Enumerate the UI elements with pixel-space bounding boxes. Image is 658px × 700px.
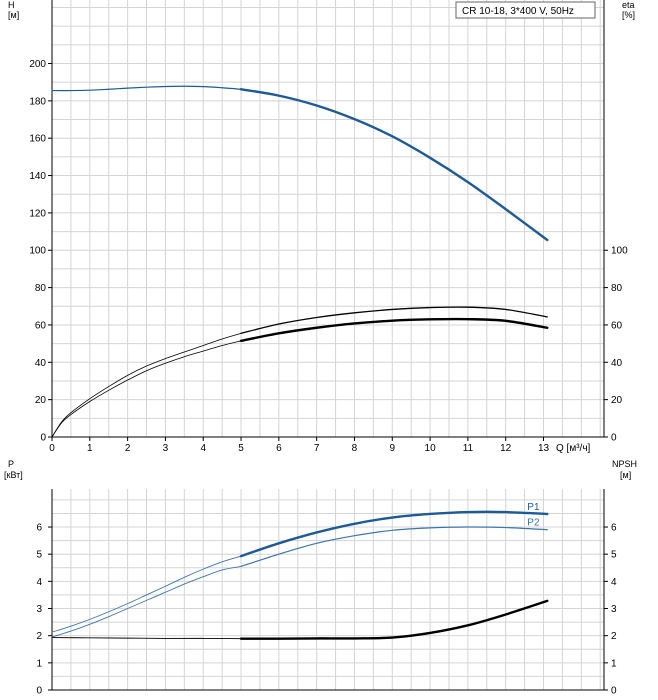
axes-layer bbox=[48, 0, 608, 691]
x-tick-label: 1 bbox=[87, 443, 93, 454]
top-left-tick-label: 140 bbox=[29, 171, 46, 182]
top-right-tick-label: 60 bbox=[611, 320, 623, 331]
bottom-right-tick-label: 0 bbox=[611, 686, 617, 697]
bottom-left-axis-label-1: P bbox=[8, 459, 14, 469]
bottom-right-tick-label: 1 bbox=[611, 658, 617, 669]
x-tick-label: 12 bbox=[500, 443, 512, 454]
bottom-right-tick-label: 2 bbox=[611, 631, 617, 642]
x-tick-label: 6 bbox=[276, 443, 282, 454]
top-right-tick-label: 40 bbox=[611, 358, 623, 369]
top-right-tick-label: 80 bbox=[611, 283, 623, 294]
bottom-left-tick-label: 1 bbox=[36, 658, 42, 669]
bottom-right-axis-label-1: NPSH bbox=[612, 459, 637, 469]
x-tick-label: 13 bbox=[538, 443, 550, 454]
top-right-tick-label: 0 bbox=[611, 433, 617, 444]
top-left-tick-label: 0 bbox=[40, 433, 46, 444]
top-right-axis-label-2: [%] bbox=[622, 10, 635, 20]
bottom-left-tick-label: 4 bbox=[36, 577, 42, 588]
chart-title: CR 10-18, 3*400 V, 50Hz bbox=[462, 6, 574, 17]
top-series-h-thin bbox=[51, 85, 242, 92]
x-tick-label: 11 bbox=[463, 443, 474, 454]
top-series-h bbox=[239, 88, 549, 242]
top-left-tick-label: 180 bbox=[29, 96, 46, 107]
x-tick-label: 7 bbox=[314, 443, 320, 454]
top-right-tick-label: 100 bbox=[611, 246, 628, 257]
top-left-tick-label: 120 bbox=[29, 208, 46, 219]
bottom-label-p1: P1 bbox=[527, 502, 540, 513]
x-tick-label: 9 bbox=[389, 443, 395, 454]
bottom-left-tick-label: 3 bbox=[36, 604, 42, 615]
top-left-axis-label-2: [м] bbox=[8, 10, 19, 20]
top-left-tick-label: 160 bbox=[29, 134, 46, 145]
grid-layer bbox=[51, 0, 604, 691]
x-tick-label: 8 bbox=[352, 443, 358, 454]
x-tick-label: 10 bbox=[425, 443, 437, 454]
top-left-tick-label: 80 bbox=[35, 283, 47, 294]
bottom-right-tick-label: 3 bbox=[611, 604, 617, 615]
bottom-right-axis-label-2: [м] bbox=[620, 470, 631, 480]
top-left-tick-label: 60 bbox=[35, 320, 47, 331]
bottom-series-npsh-thin bbox=[51, 637, 242, 640]
top-left-tick-label: 20 bbox=[35, 395, 47, 406]
top-series-eta-lower-thin bbox=[51, 340, 242, 438]
bottom-right-tick-label: 6 bbox=[611, 523, 617, 534]
bottom-right-tick-label: 5 bbox=[611, 550, 617, 561]
top-left-axis-label-1: H bbox=[8, 0, 15, 10]
top-right-tick-label: 20 bbox=[611, 395, 623, 406]
bottom-left-tick-label: 5 bbox=[36, 550, 42, 561]
series-layer bbox=[51, 85, 549, 640]
top-left-tick-label: 200 bbox=[29, 59, 46, 70]
top-left-tick-label: 100 bbox=[29, 246, 46, 257]
bottom-left-tick-label: 0 bbox=[36, 686, 42, 697]
title-box bbox=[455, 1, 596, 19]
bottom-series-p1-thin bbox=[51, 555, 242, 633]
top-right-axis-label-1: eta bbox=[622, 0, 635, 10]
x-tick-label: 2 bbox=[125, 443, 131, 454]
x-tick-label: 4 bbox=[200, 443, 206, 454]
bottom-right-tick-label: 4 bbox=[611, 577, 617, 588]
bottom-series-p2 bbox=[240, 526, 548, 568]
top-left-tick-label: 40 bbox=[35, 358, 47, 369]
x-tick-label: 5 bbox=[238, 443, 244, 454]
top-series-eta-upper-thin bbox=[51, 332, 242, 438]
bottom-series-p1 bbox=[239, 510, 549, 558]
bottom-label-p2: P2 bbox=[527, 518, 540, 529]
text-layer: CR 10-18, 3*400 V, 50Hz H [м] eta [%] Q … bbox=[4, 0, 637, 697]
x-tick-label: 3 bbox=[163, 443, 169, 454]
bottom-left-tick-label: 6 bbox=[36, 523, 42, 534]
bottom-series-npsh bbox=[239, 599, 549, 640]
bottom-series-p2-thin bbox=[51, 565, 242, 638]
x-tick-label: 0 bbox=[49, 443, 55, 454]
bottom-left-tick-label: 2 bbox=[36, 631, 42, 642]
x-axis-unit-label: Q [м³/ч] bbox=[556, 443, 591, 454]
top-series-eta-lower bbox=[239, 317, 549, 343]
top-series-eta-upper bbox=[240, 306, 548, 334]
bottom-left-axis-label-2: [кВт] bbox=[4, 470, 23, 480]
